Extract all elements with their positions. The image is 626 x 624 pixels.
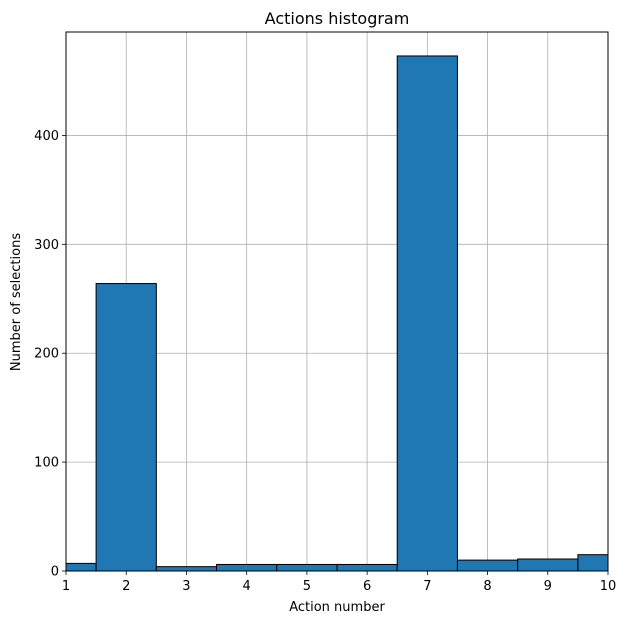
y-tick-label: 200	[34, 347, 59, 362]
histogram-bar	[336, 563, 398, 572]
x-axis-ticks: 1 2 3 4 5 6 7 8 9 10	[62, 571, 616, 594]
x-tick-label: 7	[423, 579, 431, 594]
x-tick-label: 8	[483, 579, 491, 594]
y-tick-label: 400	[34, 129, 59, 144]
histogram-bar	[396, 55, 458, 572]
histogram-bar	[216, 563, 278, 572]
x-tick-label: 9	[544, 579, 552, 594]
histogram-bar	[155, 566, 218, 572]
histogram-bar	[276, 563, 338, 572]
histogram-bar	[95, 283, 157, 572]
y-axis-ticks: 0 100 200 300 400	[34, 129, 66, 580]
histogram-bar	[65, 562, 97, 572]
x-tick-label: 10	[600, 579, 617, 594]
x-tick-label: 6	[363, 579, 371, 594]
x-tick-label: 3	[182, 579, 190, 594]
y-tick-label: 100	[34, 456, 59, 471]
y-axis-label: Number of selections	[9, 233, 24, 371]
x-tick-label: 2	[122, 579, 130, 594]
x-tick-label: 5	[303, 579, 311, 594]
chart-title: Actions histogram	[265, 9, 410, 28]
bars	[65, 55, 609, 572]
histogram-bar	[456, 559, 519, 572]
x-axis-label: Action number	[289, 600, 385, 615]
histogram-bar	[517, 558, 579, 572]
histogram-bar	[577, 554, 609, 572]
x-tick-label: 1	[62, 579, 70, 594]
x-tick-label: 4	[243, 579, 251, 594]
y-tick-label: 0	[51, 565, 59, 580]
plot-frame	[65, 31, 609, 572]
y-tick-label: 300	[34, 238, 59, 253]
